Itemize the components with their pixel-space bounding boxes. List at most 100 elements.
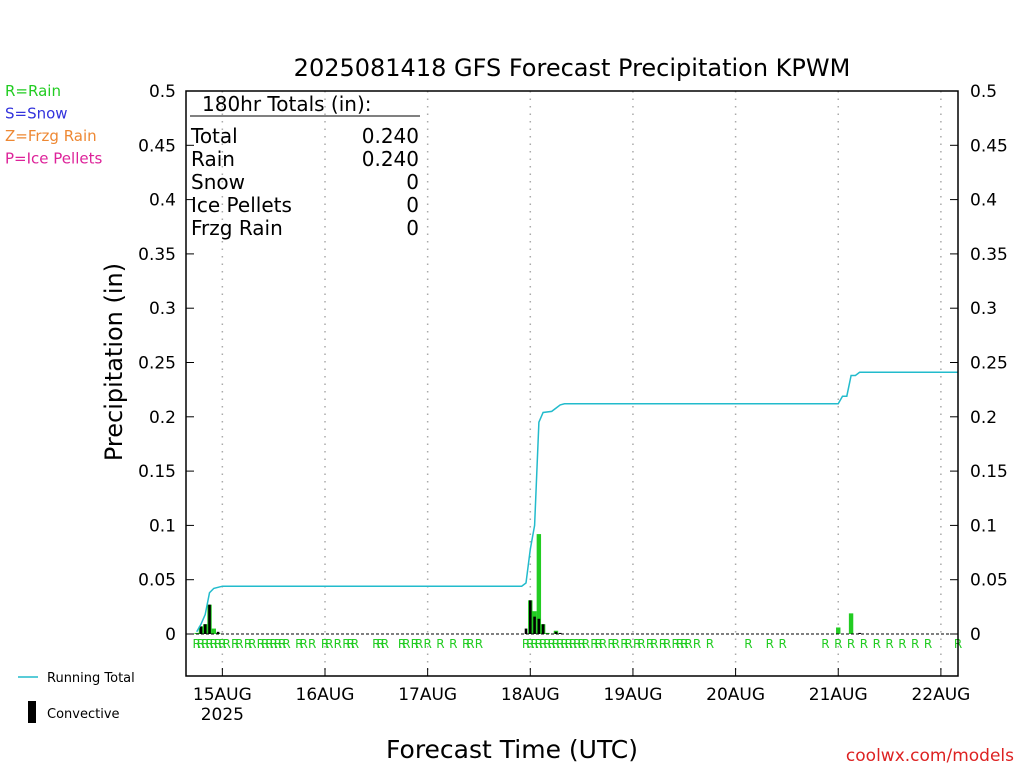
- precip-code-label: R: [766, 637, 774, 651]
- precip-code-label: R: [244, 637, 252, 651]
- totals-row-label: Ice Pellets: [191, 193, 292, 217]
- y-tick-label-right: 0.4: [970, 191, 997, 211]
- precip-code-label: R: [282, 637, 290, 651]
- precip-code-label: R: [624, 637, 632, 651]
- y-tick-label-right: 0.2: [970, 408, 997, 428]
- precip-code-label: R: [308, 637, 316, 651]
- precip-code-label: R: [577, 637, 585, 651]
- legend-type-entry: R=Rain: [5, 82, 61, 100]
- precip-type-legend: R=Rain S=Snow Z=Frzg Rain P=Ice Pellets: [5, 82, 102, 168]
- precip-code-label: R: [582, 637, 590, 651]
- precip-code-label: R: [402, 637, 410, 651]
- convective-bar: [199, 626, 203, 634]
- y-tick-label-left: 0.3: [149, 299, 176, 319]
- x-tick-label: 22AUG: [911, 685, 970, 705]
- precip-code-label: R: [552, 637, 560, 651]
- precip-code-label: R: [299, 637, 307, 651]
- precip-code-label: R: [376, 637, 384, 651]
- convective-bar: [533, 616, 536, 634]
- precip-code-label: R: [475, 637, 483, 651]
- y-ticks-left: 0 0.05 0.1 0.15 0.2 0.25 0.3 0.35 0.4 0.45 0.5: [138, 82, 194, 645]
- rain-bar: [194, 632, 199, 634]
- precip-code-label: R: [522, 637, 530, 651]
- y-tick-label-right: 0.45: [970, 136, 1008, 156]
- precip-code-label: R: [684, 637, 692, 651]
- precip-code-label: R: [650, 637, 658, 651]
- precip-code-label: R: [885, 637, 893, 651]
- y-axis-label: Precipitation (in): [100, 263, 128, 461]
- precip-code-label: R: [633, 637, 641, 651]
- precip-code-label: R: [334, 637, 342, 651]
- plot-frame: [185, 90, 959, 677]
- precip-code-label: R: [539, 637, 547, 651]
- y-tick-label-left: 0.05: [138, 571, 176, 591]
- precip-code-label: R: [659, 637, 667, 651]
- precip-code-label: R: [342, 637, 350, 651]
- precip-code-label: R: [218, 637, 226, 651]
- legend-type-entry: P=Ice Pellets: [5, 150, 102, 168]
- chart-title: 2025081418 GFS Forecast Precipitation KP…: [294, 54, 851, 82]
- convective-bar: [558, 632, 562, 634]
- precip-code-label: R: [556, 637, 564, 651]
- precip-code-label: R: [646, 637, 654, 651]
- legend-line-entry: Running Total: [47, 671, 135, 686]
- precip-code-label: R: [560, 637, 568, 651]
- totals-row-value: 0: [406, 170, 419, 194]
- precip-code-label: R: [210, 637, 218, 651]
- precip-code-label: R: [778, 637, 786, 651]
- y-tick-label-right: 0.5: [970, 82, 997, 102]
- precip-code-label: R: [411, 637, 419, 651]
- precip-code-label: R: [346, 637, 354, 651]
- precip-code-label: R: [535, 637, 543, 651]
- precip-code-label: R: [530, 637, 538, 651]
- y-tick-label-left: 0.35: [138, 245, 176, 265]
- convective-bar: [554, 631, 558, 634]
- precip-code-label: R: [372, 637, 380, 651]
- precip-code-label: R: [201, 637, 209, 651]
- precip-code-label: R: [248, 637, 256, 651]
- precip-code-label: R: [834, 637, 842, 651]
- y-tick-label-left: 0: [165, 625, 176, 645]
- rain-bar: [848, 613, 854, 634]
- precip-code-label: R: [590, 637, 598, 651]
- convective-bar: [541, 624, 545, 634]
- precip-code-label: R: [672, 637, 680, 651]
- precip-code-label: R: [620, 637, 628, 651]
- precip-code-label: R: [193, 637, 201, 651]
- precip-code-label: R: [423, 637, 431, 651]
- precip-code-label: R: [222, 637, 230, 651]
- convective-bar: [208, 604, 211, 634]
- precip-code-label: R: [295, 637, 303, 651]
- precip-code-label: R: [548, 637, 556, 651]
- x-tick-label: 21AUG: [809, 685, 868, 705]
- precip-code-label: R: [231, 637, 239, 651]
- convective-bar: [858, 632, 861, 634]
- y-tick-label-right: 0.15: [970, 462, 1008, 482]
- precip-code-label: R: [573, 637, 581, 651]
- totals-row-value: 0: [406, 193, 419, 217]
- precip-code-label: R: [436, 637, 444, 651]
- precip-code-label: R: [449, 637, 457, 651]
- y-tick-label-left: 0.45: [138, 136, 176, 156]
- convective-bar: [524, 628, 528, 634]
- precip-code-label: R: [415, 637, 423, 651]
- precip-code-label: R: [325, 637, 333, 651]
- precip-code-label: R: [274, 637, 282, 651]
- vertical-gridlines: [221, 91, 942, 676]
- precip-code-label: R: [278, 637, 286, 651]
- rain-bar: [536, 534, 542, 634]
- precip-code-label: R: [706, 637, 714, 651]
- x-axis-label: Forecast Time (UTC): [386, 735, 638, 764]
- x-tick-label: 20AUG: [706, 685, 765, 705]
- y-tick-label-left: 0.4: [149, 191, 176, 211]
- precip-code-label: R: [924, 637, 932, 651]
- precip-code-label: R: [680, 637, 688, 651]
- convective-bar: [537, 618, 541, 634]
- totals-row-label: Total: [190, 124, 238, 148]
- precip-code-label: R: [466, 637, 474, 651]
- precip-code-label: R: [321, 637, 329, 651]
- y-tick-label-right: 0.3: [970, 299, 997, 319]
- running-total-line: [196, 371, 958, 633]
- convective-swatch: [28, 701, 36, 723]
